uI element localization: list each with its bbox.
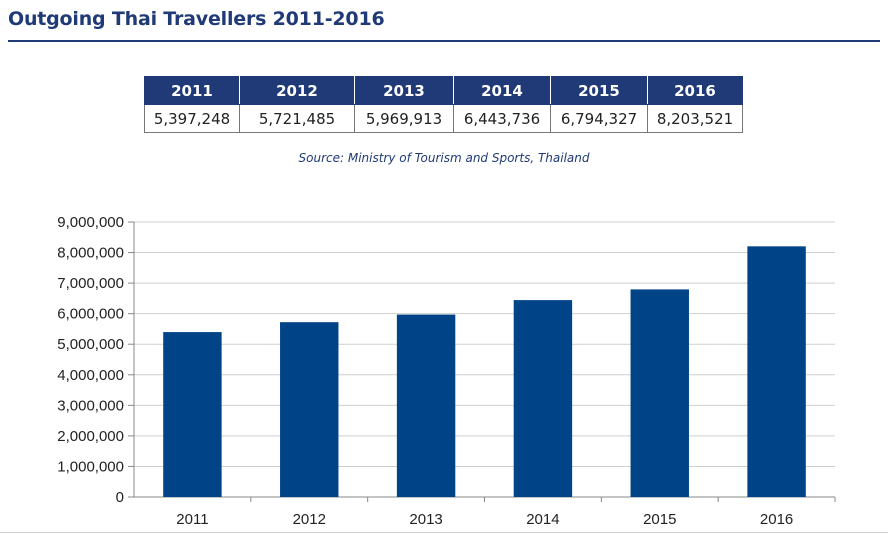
y-tick-label: 3,000,000	[57, 397, 124, 414]
table-cell: 6,443,736	[453, 104, 551, 133]
title-divider	[8, 40, 880, 42]
bar-chart: 0 1,000,000 2,000,000 3,000,000 4,000,000 5,0…	[57, 214, 836, 528]
table-header-cell: 2012	[239, 76, 355, 105]
y-tick-label: 2,000,000	[57, 428, 124, 445]
table-header-cell: 2015	[550, 76, 648, 105]
x-tick-label: 2012	[293, 511, 326, 528]
bar	[280, 322, 339, 497]
y-tick-label: 5,000,000	[57, 336, 124, 353]
table-header-cell: 2013	[354, 76, 454, 105]
table-cell: 5,969,913	[354, 104, 454, 133]
y-tick-label: 8,000,000	[57, 245, 124, 262]
y-tick-label: 0	[116, 489, 124, 506]
y-tick-label: 6,000,000	[57, 306, 124, 323]
x-tick-label: 2015	[643, 511, 676, 528]
table-cell: 6,794,327	[550, 104, 648, 133]
x-tick-label: 2011	[176, 511, 208, 528]
source-note: Source: Ministry of Tourism and Sports, …	[298, 151, 590, 165]
table-header-cell: 2016	[647, 76, 743, 105]
travellers-table: 2011 2012 2013 2014 2015 2016 5,397,248 …	[144, 76, 743, 133]
y-tick-label: 4,000,000	[57, 367, 124, 384]
y-tick-label: 7,000,000	[57, 275, 124, 292]
bar	[747, 246, 806, 497]
x-tick-label: 2014	[526, 511, 559, 528]
table-cell: 5,721,485	[239, 104, 355, 133]
table-cell: 8,203,521	[647, 104, 743, 133]
table-header-row: 2011 2012 2013 2014 2015 2016	[144, 76, 743, 105]
y-tick-label: 9,000,000	[57, 214, 124, 231]
bottom-divider	[0, 532, 888, 533]
x-tick-label: 2016	[760, 511, 793, 528]
bar	[163, 332, 222, 497]
x-tick-label: 2013	[409, 511, 442, 528]
table-row: 5,397,248 5,721,485 5,969,913 6,443,736 …	[144, 104, 743, 133]
table-cell: 5,397,248	[144, 104, 240, 133]
page-title: Outgoing Thai Travellers 2011-2016	[8, 8, 385, 30]
table-header-cell: 2014	[453, 76, 551, 105]
y-tick-label: 1,000,000	[57, 458, 124, 475]
table-header-cell: 2011	[144, 76, 240, 105]
bar	[396, 314, 456, 497]
bar	[630, 289, 689, 497]
bar	[513, 300, 573, 497]
